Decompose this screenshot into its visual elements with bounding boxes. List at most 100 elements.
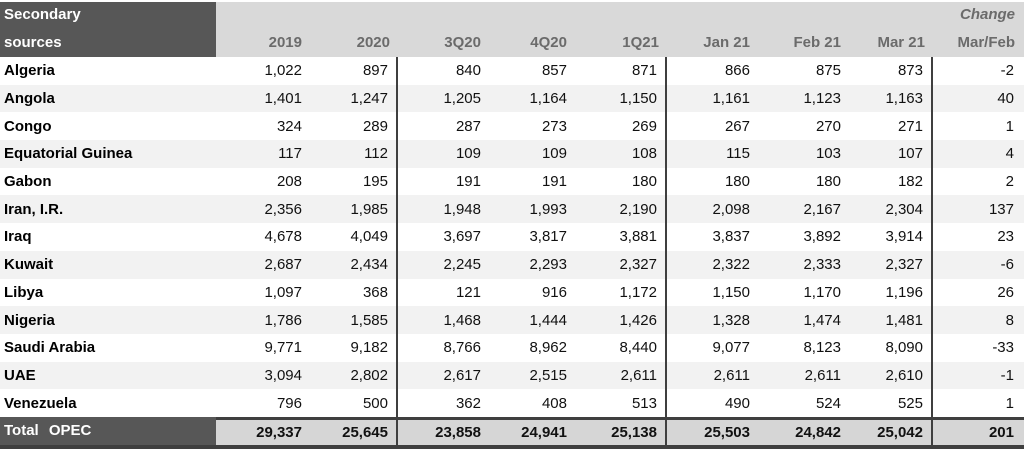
change-cell: -6 — [1000, 256, 1014, 274]
change-cell: -33 — [992, 339, 1014, 357]
value-cell: 273 — [541, 117, 567, 135]
table-row-algeria: Algeria 1,022 897 840 857 871 866 875 873 -2 — [0, 57, 1024, 85]
value-cell: 857 — [541, 62, 567, 80]
value-cell: 267 — [724, 117, 750, 135]
total-value-cell: 25,042 — [849, 416, 933, 445]
value-cell: 115 — [726, 145, 750, 163]
table-header-row: Secondary sources 2019 2020 3Q20 4Q20 1Q21 Ja… — [0, 2, 1024, 57]
value-cell: 8,766 — [443, 339, 481, 357]
column-header-feb-21: Feb 21 — [758, 2, 849, 57]
value-cell: 1,196 — [849, 278, 933, 307]
value-cell: 916 — [541, 283, 567, 301]
value-cell: 1,948 — [443, 200, 481, 218]
value-cell: 2,304 — [849, 195, 933, 224]
column-header-3q20: 3Q20 — [398, 2, 489, 57]
table-title-line1: Secondary — [4, 6, 81, 23]
value-cell: 103 — [815, 145, 841, 163]
country-cell: Kuwait — [4, 256, 54, 274]
column-header-change: Change Mar/Feb — [933, 2, 1024, 57]
column-header-2019: 2019 — [216, 2, 310, 57]
value-cell: 1,022 — [264, 62, 302, 80]
table-row-saudi-arabia: Saudi Arabia 9,771 9,182 8,766 8,962 8,440 9,0… — [0, 333, 1024, 362]
change-cell: 4 — [1005, 145, 1014, 163]
country-cell: Libya — [4, 283, 44, 301]
country-cell: Algeria — [4, 62, 55, 80]
value-cell: 2,356 — [264, 200, 302, 218]
value-cell: 866 — [724, 62, 750, 80]
value-cell: 4,049 — [310, 223, 398, 251]
country-cell: UAE — [4, 366, 36, 384]
column-header-1q21: 1Q21 — [575, 2, 667, 57]
value-cell: 1,161 — [712, 90, 750, 108]
value-cell: 897 — [310, 57, 398, 85]
value-cell: 1,474 — [803, 311, 841, 329]
value-cell: 875 — [815, 62, 841, 80]
value-cell: 287 — [455, 117, 481, 135]
value-cell: 208 — [276, 173, 302, 191]
table-row-nigeria: Nigeria 1,786 1,585 1,468 1,444 1,426 1,328 1,4… — [0, 306, 1024, 334]
value-cell: 3,094 — [264, 366, 302, 384]
table-body: Algeria 1,022 897 840 857 871 866 875 873 -2 Angol… — [0, 57, 1024, 417]
value-cell: 2,293 — [529, 256, 567, 274]
value-cell: 9,077 — [712, 339, 750, 357]
value-cell: 490 — [724, 394, 750, 412]
value-cell: 1,150 — [712, 283, 750, 301]
value-cell: 289 — [310, 112, 398, 141]
value-cell: 3,697 — [443, 228, 481, 246]
value-cell: 195 — [310, 167, 398, 196]
value-cell: 2,611 — [575, 361, 667, 390]
change-cell: 1 — [1005, 394, 1014, 412]
value-cell: 2,434 — [310, 250, 398, 279]
table-row-angola: Angola 1,401 1,247 1,205 1,164 1,150 1,161 1,12… — [0, 84, 1024, 113]
value-cell: 2,611 — [713, 366, 750, 384]
value-cell: 8,090 — [849, 333, 933, 362]
country-cell: Nigeria — [4, 311, 55, 329]
value-cell: 2,687 — [264, 256, 302, 274]
value-cell: 1,205 — [443, 90, 481, 108]
value-cell: 3,837 — [712, 228, 750, 246]
column-header-4q20: 4Q20 — [489, 2, 575, 57]
value-cell: 362 — [455, 394, 481, 412]
value-cell: 4,678 — [264, 228, 302, 246]
value-cell: 1,993 — [529, 200, 567, 218]
value-cell: 117 — [278, 145, 302, 163]
value-cell: 182 — [849, 167, 933, 196]
value-cell: 121 — [455, 283, 481, 301]
table-title-line2: sources — [4, 34, 62, 51]
value-cell: 1,150 — [575, 84, 667, 113]
value-cell: 180 — [724, 173, 750, 191]
table-title: Secondary sources — [0, 2, 216, 57]
value-cell: 270 — [815, 117, 841, 135]
table-row-iraq: Iraq 4,678 4,049 3,697 3,817 3,881 3,837 3,892 3… — [0, 223, 1024, 251]
change-cell: 40 — [997, 90, 1014, 108]
value-cell: 9,182 — [310, 333, 398, 362]
value-cell: 2,327 — [575, 250, 667, 279]
value-cell: 873 — [849, 57, 933, 85]
change-cell: -1 — [1000, 366, 1014, 384]
change-cell: -2 — [1000, 62, 1014, 80]
value-cell: 1,786 — [264, 311, 302, 329]
value-cell: 1,170 — [803, 283, 841, 301]
column-header-jan-21: Jan 21 — [667, 2, 758, 57]
table-row-gabon: Gabon 208 195 191 191 180 180 180 182 2 — [0, 167, 1024, 196]
value-cell: 500 — [310, 389, 398, 417]
value-cell: 1,985 — [310, 195, 398, 224]
value-cell: 1,172 — [575, 278, 667, 307]
column-header-mar-21: Mar 21 — [849, 2, 933, 57]
value-cell: 2,322 — [712, 256, 750, 274]
value-cell: 180 — [815, 173, 841, 191]
table-row-congo: Congo 324 289 287 273 269 267 270 271 1 — [0, 112, 1024, 141]
value-cell: 1,164 — [529, 90, 567, 108]
value-cell: 408 — [541, 394, 567, 412]
value-cell: 840 — [455, 62, 481, 80]
total-value-cell: 25,138 — [575, 416, 667, 445]
change-cell: 1 — [1005, 117, 1014, 135]
change-header-line1: Change — [959, 6, 1015, 23]
value-cell: 1,426 — [575, 306, 667, 334]
value-cell: 2,617 — [443, 366, 481, 384]
value-cell: 2,190 — [575, 195, 667, 224]
value-cell: 271 — [849, 112, 933, 141]
value-cell: 1,247 — [310, 84, 398, 113]
change-cell: 26 — [997, 283, 1014, 301]
